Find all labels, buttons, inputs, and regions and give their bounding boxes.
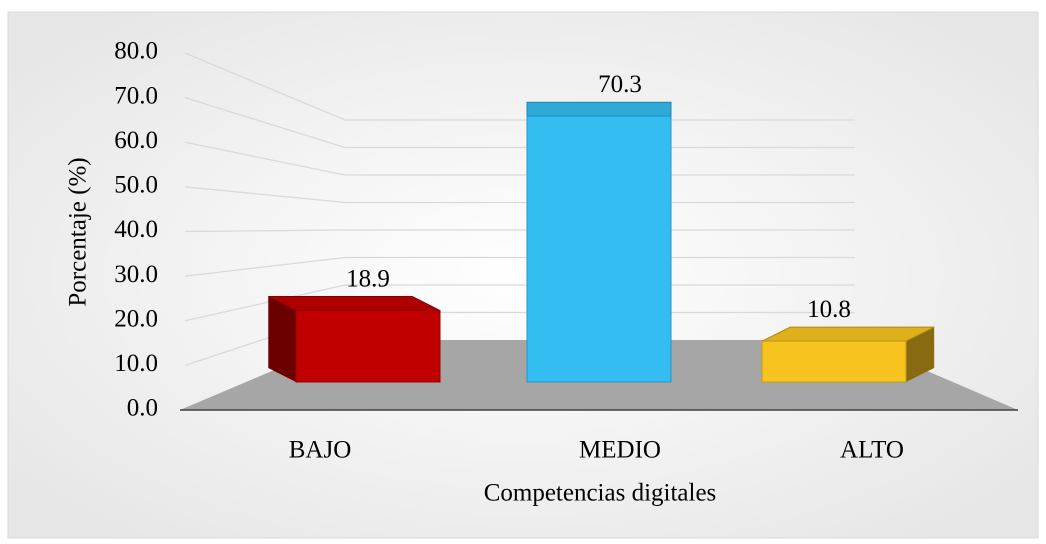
data-label: 70.3 (598, 71, 642, 98)
x-tick-label: BAJO (289, 437, 352, 464)
y-tick-label: 30.0 (114, 261, 158, 288)
y-tick-label: 10.0 (114, 350, 158, 377)
bar (268, 296, 441, 383)
y-axis-label: Porcentaje (%) (65, 157, 92, 306)
y-tick-label: 80.0 (114, 38, 158, 65)
bar-front (295, 310, 441, 383)
data-label: 10.8 (807, 296, 851, 323)
data-label: 18.9 (346, 265, 390, 292)
y-tick-label: 70.0 (114, 82, 158, 109)
bar-side (268, 296, 296, 382)
bar (761, 326, 935, 383)
y-tick-label: 40.0 (114, 216, 158, 243)
grid-line (184, 141, 855, 176)
grid-line (184, 229, 855, 233)
grid-line (184, 97, 855, 149)
y-tick-label: 20.0 (114, 305, 158, 332)
grid-line (184, 186, 855, 204)
grid-line (184, 52, 855, 121)
bar-side (906, 327, 935, 382)
bar-top (268, 296, 441, 312)
x-tick-label: MEDIO (579, 437, 661, 464)
bar-front (761, 340, 907, 383)
grid-line (184, 256, 855, 277)
bar-front (526, 115, 672, 383)
x-axis-label: Competencias digitales (484, 480, 717, 507)
y-tick-label: 60.0 (114, 127, 158, 154)
bar-top (761, 326, 935, 342)
bar-top (526, 101, 672, 117)
chart-background (7, 11, 1039, 539)
bars (268, 101, 935, 383)
grid (184, 52, 855, 366)
x-tick-label: ALTO (840, 437, 904, 464)
grid-line (184, 284, 855, 322)
bar (526, 101, 672, 383)
y-tick-label: 0.0 (127, 395, 158, 422)
y-tick-label: 50.0 (114, 172, 158, 199)
